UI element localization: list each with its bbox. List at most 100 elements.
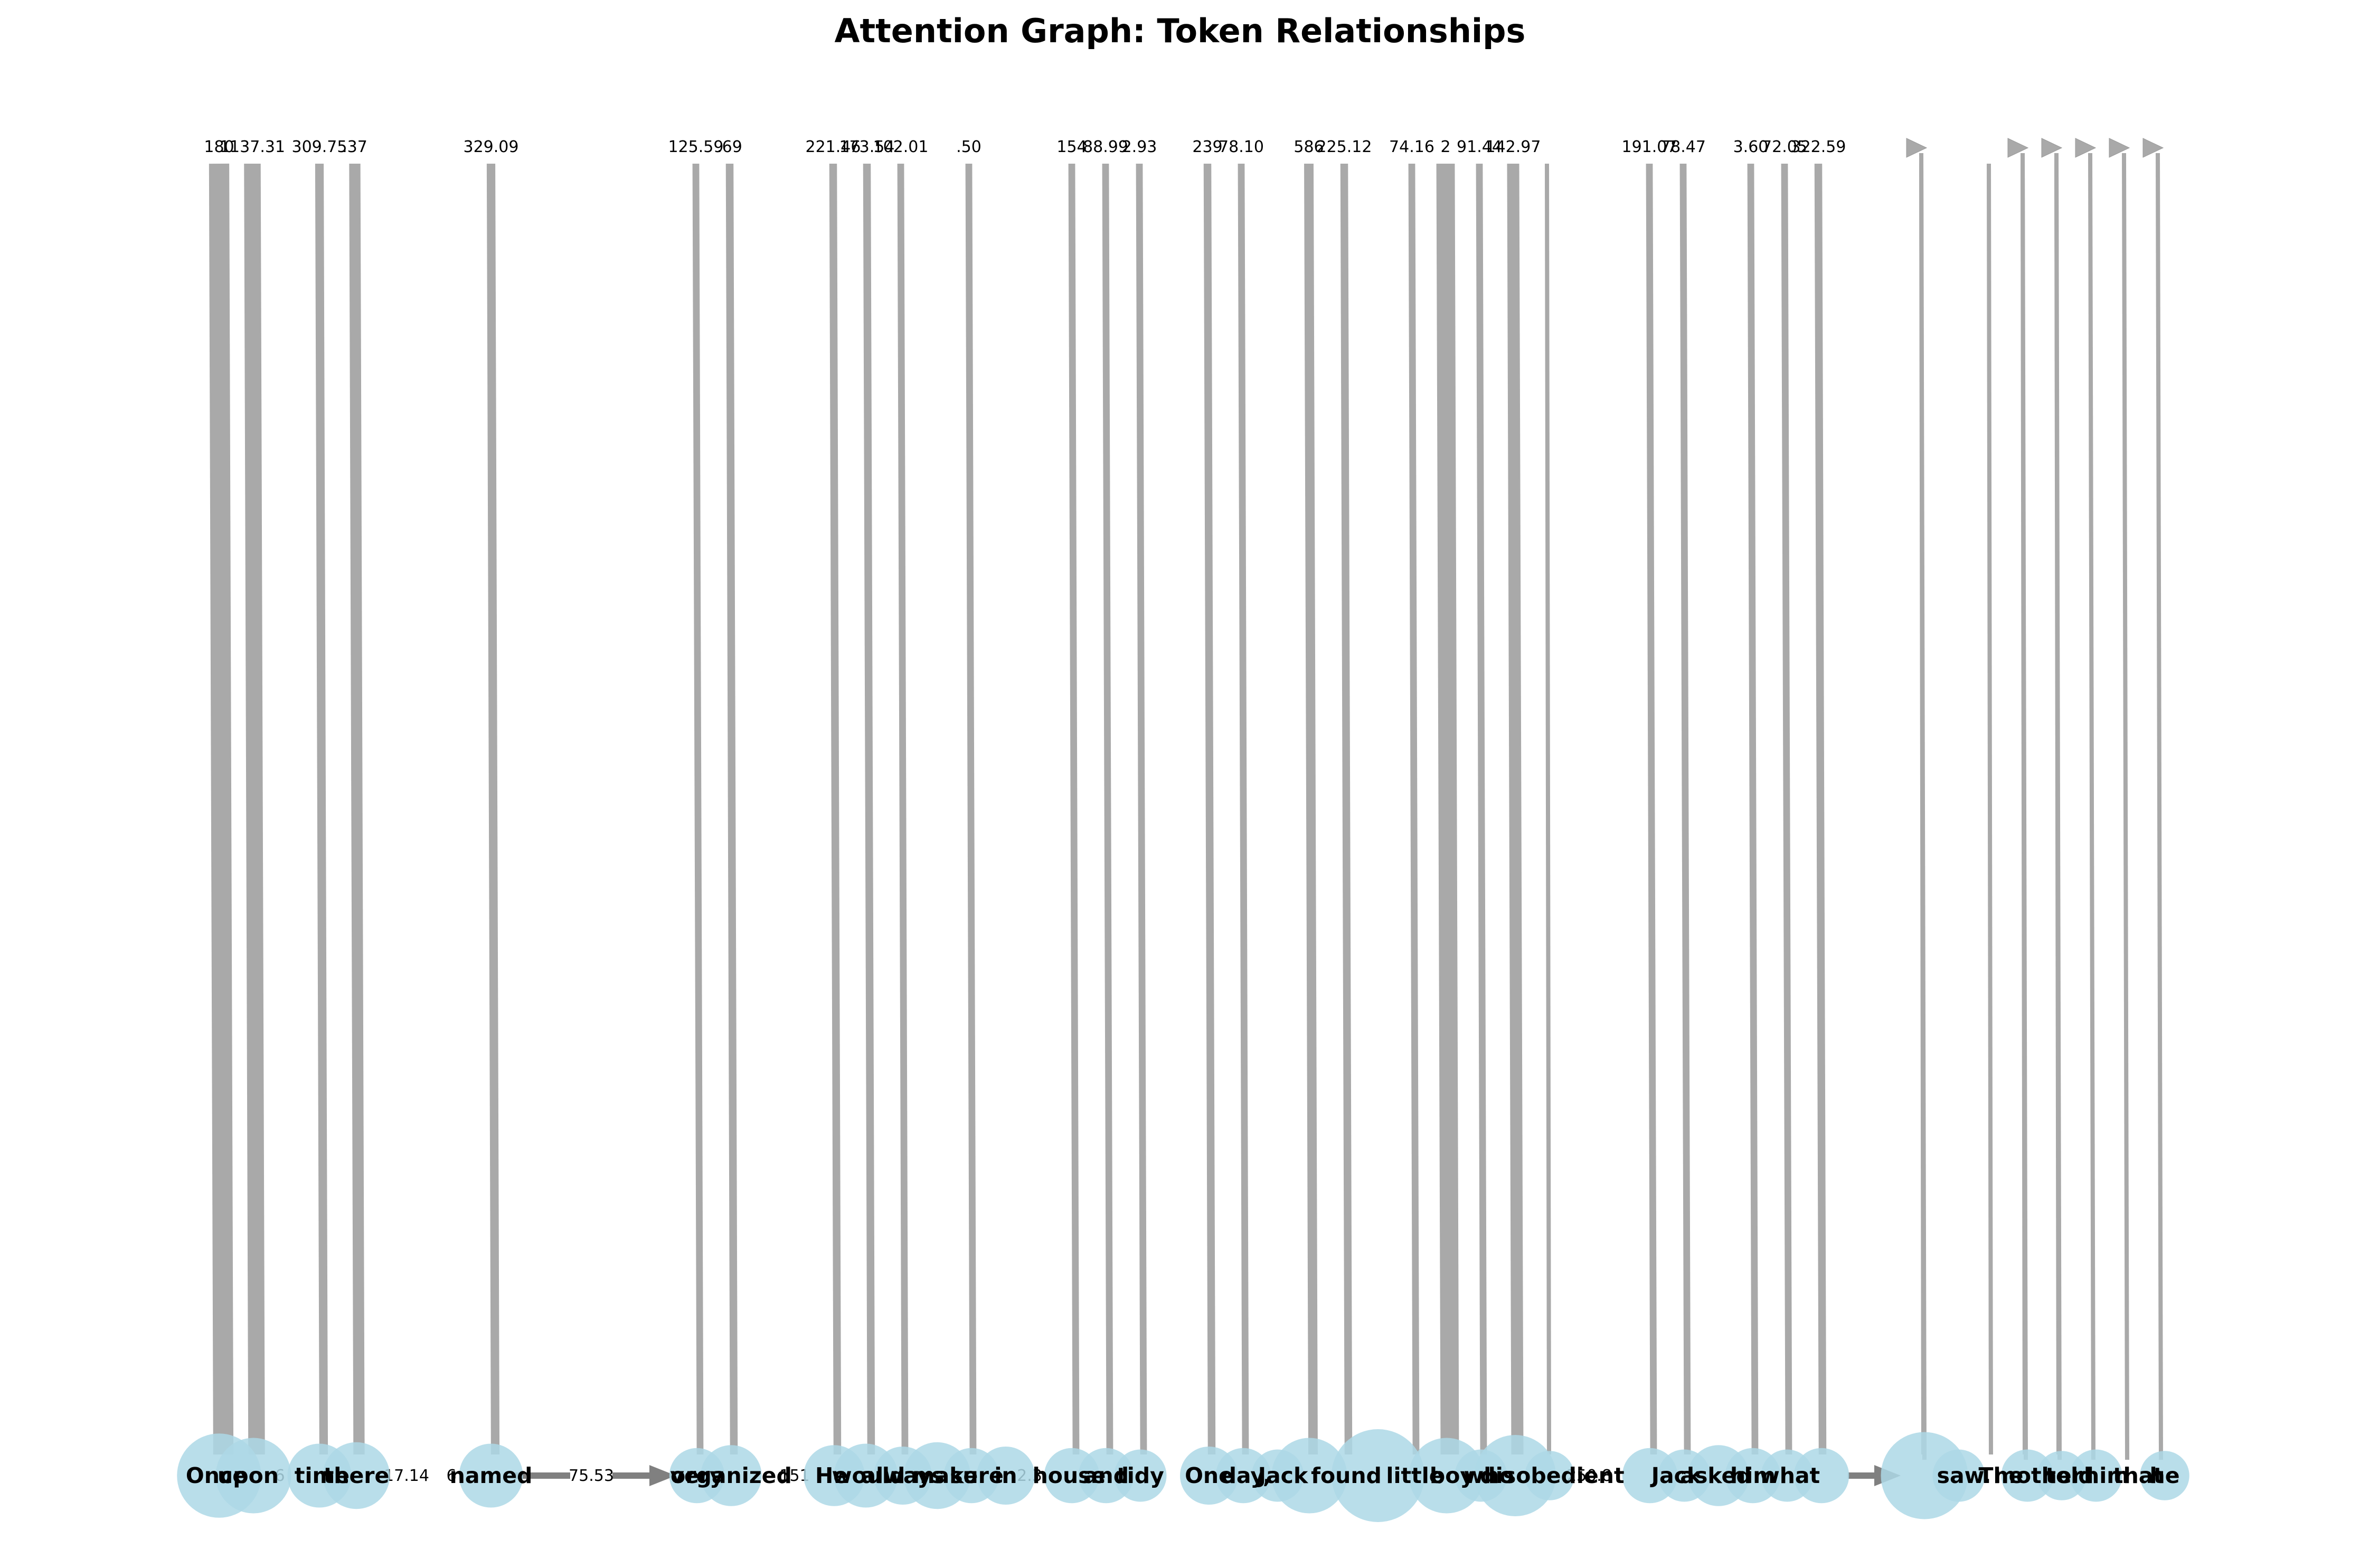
token-node xyxy=(1332,1429,1424,1522)
attention-edge xyxy=(209,163,234,1455)
edge-arrowhead xyxy=(2109,138,2130,158)
attention-edge xyxy=(1068,163,1080,1455)
token-label: house xyxy=(1033,1463,1106,1488)
attention-edge xyxy=(863,163,875,1455)
token-label: mother xyxy=(1994,1463,2082,1488)
token-label: who xyxy=(1464,1463,1514,1488)
token-label: and xyxy=(1083,1463,1129,1488)
token-node xyxy=(1525,1451,1574,1500)
edge-weight-label: 91.44 xyxy=(1457,138,1502,156)
attention-edge xyxy=(1814,163,1827,1455)
token-label: disobedient xyxy=(1480,1463,1624,1488)
edge-weight-label: 17.14 xyxy=(384,1467,429,1485)
token-label: in xyxy=(994,1463,1017,1488)
attention-edge xyxy=(1747,163,1759,1455)
edge-weight-label: .69 xyxy=(717,138,742,156)
edge-arrowhead xyxy=(2007,138,2029,158)
edge-weight-label: 78.10 xyxy=(1219,138,1264,156)
token-label: make xyxy=(912,1463,978,1488)
token-label: saw. xyxy=(1937,1463,1991,1488)
token-label: him xyxy=(1730,1463,1776,1488)
token-label: what xyxy=(1760,1463,1820,1488)
token-node xyxy=(2140,1451,2189,1500)
attention-edge xyxy=(1238,163,1249,1455)
token-label: would xyxy=(832,1463,905,1488)
edge-weight-label: 239 xyxy=(1192,138,1222,156)
attention-edge xyxy=(1476,163,1487,1455)
edge-weight-label: 6 xyxy=(446,1467,456,1485)
token-node xyxy=(977,1447,1035,1505)
edge-weight-label: 78.47 xyxy=(1660,138,1706,156)
token-label: day, xyxy=(1221,1463,1271,1488)
edge-weight-label: 154 xyxy=(1056,138,1087,156)
token-label: tidy xyxy=(1117,1463,1164,1488)
edge-weight-label: 74.16 xyxy=(1389,138,1434,156)
edge-weight-label: 322.59 xyxy=(1791,138,1846,156)
token-label: little xyxy=(1386,1463,1443,1488)
token-node xyxy=(1271,1438,1347,1514)
attention-edge xyxy=(1408,163,1420,1455)
edge-arrowhead xyxy=(2142,138,2164,158)
attention-edge xyxy=(244,163,265,1455)
token-node xyxy=(323,1442,390,1509)
attention-edge xyxy=(2122,153,2129,1460)
token-label: Once xyxy=(186,1463,247,1488)
token-label: him xyxy=(2084,1463,2129,1488)
token-label: there xyxy=(324,1463,390,1488)
edge-weight-label: 2.93 xyxy=(1122,138,1157,156)
token-label: One xyxy=(1185,1463,1233,1488)
attention-edge xyxy=(1436,163,1459,1455)
attention-edge xyxy=(1987,163,1993,1455)
attention-edge xyxy=(692,163,704,1455)
token-label: very xyxy=(670,1463,723,1488)
edge-weight-label: 221.46 xyxy=(806,138,861,156)
edge-weight-label: .50 xyxy=(956,138,981,156)
token-label: named xyxy=(450,1463,533,1488)
token-label: The xyxy=(1979,1463,2024,1488)
edge-arrowhead xyxy=(2075,138,2097,158)
edge-weight-label: 75.53 xyxy=(569,1467,614,1485)
chart-title: Attention Graph: Token Relationships xyxy=(835,12,1526,50)
edge-weight-label: 125.59 xyxy=(668,138,724,156)
token-node xyxy=(459,1443,523,1508)
token-label: found xyxy=(1311,1463,1382,1488)
token-label: upon xyxy=(218,1463,279,1488)
attention-edge xyxy=(897,163,909,1455)
edge-weight-label: .37 xyxy=(342,138,367,156)
attention-edge xyxy=(1679,163,1691,1455)
attention-edge xyxy=(2088,153,2095,1460)
attention-edge xyxy=(1781,163,1792,1455)
token-label: he xyxy=(2150,1463,2180,1488)
attention-edge xyxy=(1919,153,1927,1460)
edge-weight-label: 180 xyxy=(204,138,234,156)
edge-weight-label: 2 xyxy=(1440,138,1450,156)
token-label: Jack xyxy=(1650,1463,1702,1488)
attention-edge xyxy=(486,163,500,1455)
token-node xyxy=(701,1445,762,1506)
edges-layer xyxy=(209,138,2164,1486)
token-node xyxy=(1114,1449,1167,1502)
token-label: time xyxy=(295,1463,350,1488)
token-label: sure xyxy=(950,1463,1004,1488)
edge-weight-label: 72.05 xyxy=(1762,138,1807,156)
attention-edge xyxy=(1545,163,1551,1455)
attention-edge xyxy=(315,163,328,1455)
attention-edge xyxy=(1646,163,1657,1455)
attention-edge xyxy=(1304,163,1318,1455)
token-label: organized xyxy=(671,1463,792,1488)
edge-weight-label: 3.60 xyxy=(1733,138,1769,156)
edge-weight-label: 225.12 xyxy=(1317,138,1372,156)
edge-weight-label: 586 xyxy=(1294,138,1324,156)
edge-weight-label: 173.54 xyxy=(839,138,895,156)
token-label: that xyxy=(2113,1463,2164,1488)
attention-edge xyxy=(1507,163,1524,1455)
nodes-layer xyxy=(177,1429,2189,1522)
edge-label-bg xyxy=(570,1464,612,1487)
edge-arrowhead xyxy=(1906,138,1928,158)
token-node xyxy=(2001,1449,2054,1502)
attention-edge xyxy=(725,163,738,1455)
attention-edge xyxy=(1136,163,1147,1455)
edge-weight-label: 1137.31 xyxy=(220,138,285,156)
